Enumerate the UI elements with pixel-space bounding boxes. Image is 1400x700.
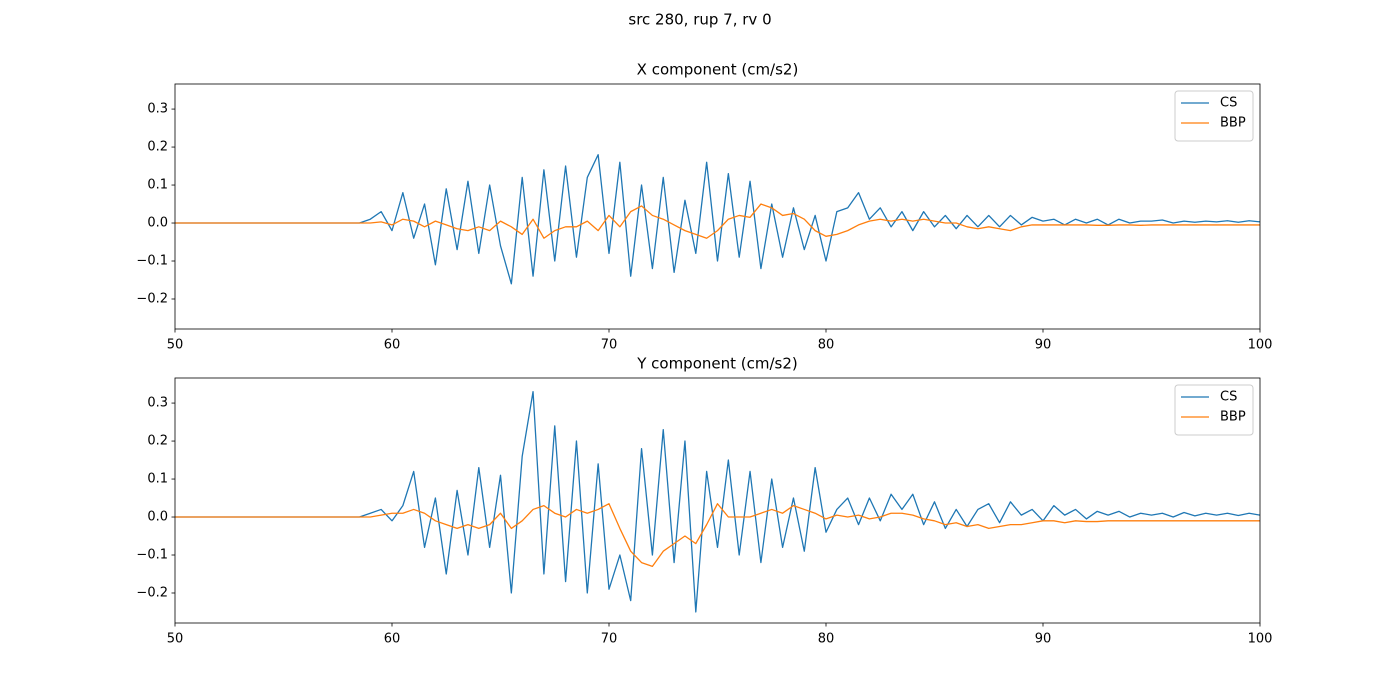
- x-tick-label: 60: [384, 338, 401, 353]
- x-tick-label: 100: [1248, 338, 1273, 353]
- figure-title: src 280, rup 7, rv 0: [628, 11, 771, 29]
- legend-label: BBP: [1220, 410, 1246, 425]
- x-tick-label: 50: [167, 632, 184, 647]
- subplot: X component (cm/s2) 50 60 70 80 90 100 −0.2 −0.1…: [136, 61, 1272, 353]
- x-tick-label: 60: [384, 632, 401, 647]
- x-tick-label: 90: [1035, 632, 1052, 647]
- x-tick-label: 100: [1248, 632, 1273, 647]
- y-tick-label: −0.2: [136, 291, 168, 306]
- plot-area: [175, 391, 1260, 613]
- y-tick-label: 0.0: [147, 510, 168, 525]
- x-tick-label: 50: [167, 338, 184, 353]
- y-tick-label: 0.1: [147, 472, 168, 487]
- y-tick-label: 0.3: [147, 102, 168, 117]
- x-tick-label: 90: [1035, 338, 1052, 353]
- axes-frame: [174, 377, 1261, 624]
- y-tick-label: −0.1: [136, 548, 168, 563]
- plot-area: [175, 154, 1260, 285]
- x-tick-label: 80: [818, 632, 835, 647]
- y-tick-label: −0.1: [136, 254, 168, 269]
- subplot-title: Y component (cm/s2): [636, 355, 798, 373]
- legend-label: CS: [1220, 96, 1237, 111]
- legend-label: CS: [1220, 390, 1237, 405]
- axes-frame: [174, 83, 1261, 330]
- x-tick-label: 80: [818, 338, 835, 353]
- x-tick-label: 70: [601, 338, 618, 353]
- series-line: [175, 203, 1260, 239]
- y-tick-label: 0.2: [147, 140, 168, 155]
- subplot-title: X component (cm/s2): [637, 61, 799, 79]
- y-tick-label: 0.1: [147, 178, 168, 193]
- y-tick-label: 0.0: [147, 216, 168, 231]
- y-tick-label: −0.2: [136, 585, 168, 600]
- subplot: Y component (cm/s2) 50 60 70 80 90 100 −0.2 −0.1…: [136, 355, 1272, 647]
- x-tick-label: 70: [601, 632, 618, 647]
- y-tick-label: 0.2: [147, 434, 168, 449]
- series-line: [175, 503, 1260, 568]
- y-tick-label: 0.3: [147, 396, 168, 411]
- legend-label: BBP: [1220, 116, 1246, 131]
